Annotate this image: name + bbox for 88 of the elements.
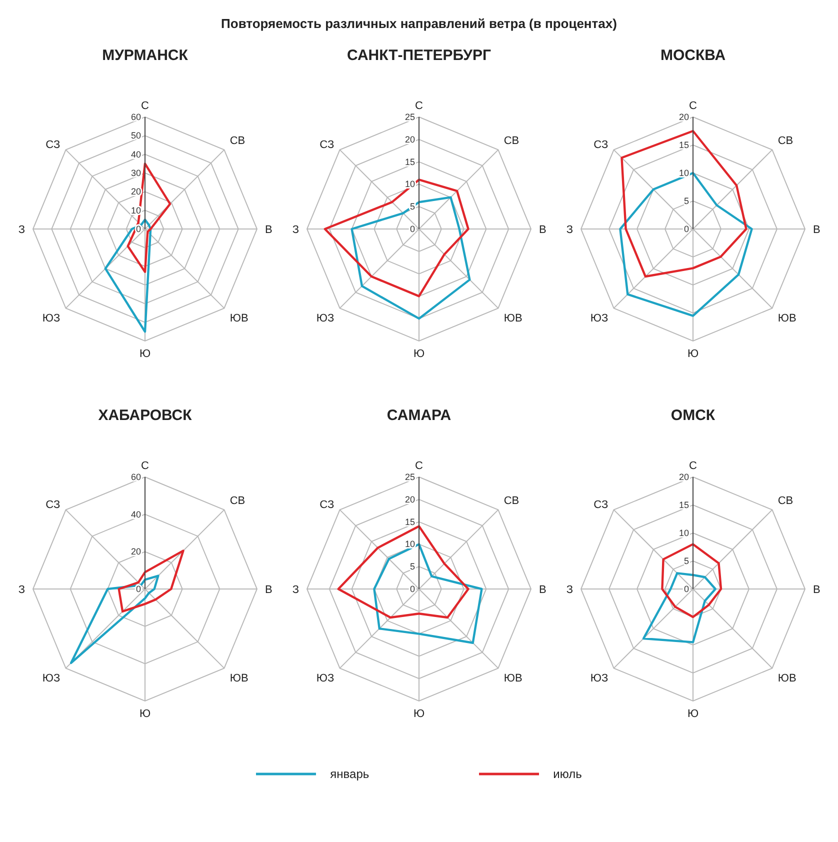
text: Повторяемость различных направлений ветра (в процентах) [220,15,618,33]
y-tick-label: 20 [404,134,415,144]
chart-title: ОМСК [670,407,716,424]
y-tick-label: 5 [684,196,689,206]
y-tick-label: 60 [130,112,141,122]
y-tick-label: 25 [404,472,415,482]
spoke-label: СЗ [46,139,60,152]
y-tick-label: 0 [684,584,689,594]
spoke-label: В [539,224,546,236]
spoke-label: СВ [778,135,794,148]
y-tick-label: 40 [130,149,141,160]
spoke-label: С [141,460,150,472]
spoke-label: ЮВ [504,672,522,685]
spoke-label: З [292,224,300,236]
chart-title: МУРМАНСК [102,47,188,64]
y-tick-label: 15 [404,156,415,167]
y-tick-label: 5 [410,202,415,212]
y-tick-label: 15 [678,500,689,510]
y-tick-label: 60 [130,472,141,482]
y-tick-label: 0 [136,584,141,594]
y-tick-label: 0 [136,224,141,234]
spoke-label: Ю [139,348,151,360]
legend-label: июль [553,767,582,781]
chart-title: САНКТ-ПЕТЕРБУРГ [346,47,492,64]
y-tick-label: 40 [130,509,141,520]
y-tick-label: 0 [684,224,689,234]
spoke-label: СЗ [594,499,608,512]
y-tick-label: 20 [130,546,141,557]
spoke-label: СВ [504,495,520,508]
y-tick-label: 5 [410,562,415,572]
spoke-label: СВ [230,495,246,508]
spoke-label: ЮЗ [42,672,60,685]
spoke-label: З [18,224,26,236]
spoke-label: СВ [778,495,794,508]
spoke-label: ЮВ [230,312,248,325]
y-tick-label: 0 [410,584,415,594]
spoke-label: Ю [413,708,425,720]
spoke-label: В [813,584,820,596]
spoke-label: ЮВ [504,312,522,325]
spoke-label: С [415,460,424,472]
y-tick-label: 20 [130,186,141,197]
spoke-label: З [18,584,26,596]
spoke-label: Ю [687,348,699,360]
spoke-label: Ю [687,708,699,720]
spoke-label: С [689,460,698,472]
spoke-label: ЮЗ [590,672,608,685]
spoke-label: З [566,584,574,596]
spoke-label: В [539,584,546,596]
spoke-label: Ю [413,348,425,360]
y-tick-label: 20 [404,494,415,504]
spoke-label: ЮВ [778,312,796,325]
spoke-label: ЮВ [778,672,796,685]
spoke-label: С [415,100,424,112]
spoke-label: ЮЗ [42,312,60,325]
chart-title: МОСКВА [660,47,726,64]
y-tick-label: 15 [678,140,689,150]
spoke-label: ЮЗ [590,312,608,325]
spoke-label: С [141,100,150,112]
y-tick-label: 5 [684,556,689,566]
spoke-label: В [265,224,272,236]
spoke-label: СЗ [320,499,334,512]
spoke-label: ЮЗ [316,672,334,685]
y-tick-label: 30 [130,168,141,178]
spoke-label: СЗ [320,139,334,152]
spoke-label: СЗ [46,499,60,512]
y-tick-label: 10 [678,168,689,178]
spoke-label: С [689,100,698,112]
y-tick-label: 10 [678,528,689,538]
y-tick-label: 20 [678,472,689,482]
y-tick-label: 10 [404,539,415,550]
y-tick-label: 15 [404,516,415,527]
spoke-label: СВ [504,135,520,148]
y-tick-label: 25 [404,112,415,122]
spoke-label: В [265,584,272,596]
legend-label: январь [330,767,370,781]
spoke-label: СЗ [594,139,608,152]
spoke-label: Ю [139,708,151,720]
spoke-label: В [813,224,820,236]
chart-title: САМАРА [386,407,452,424]
spoke-label: ЮЗ [316,312,334,325]
y-tick-label: 0 [410,224,415,234]
spoke-label: З [292,584,300,596]
y-tick-label: 20 [678,112,689,122]
spoke-label: СВ [230,135,246,148]
spoke-label: ЮВ [230,672,248,685]
spoke-label: З [566,224,574,236]
chart-title: ХАБАРОВСК [98,407,192,424]
y-tick-label: 50 [130,130,141,141]
